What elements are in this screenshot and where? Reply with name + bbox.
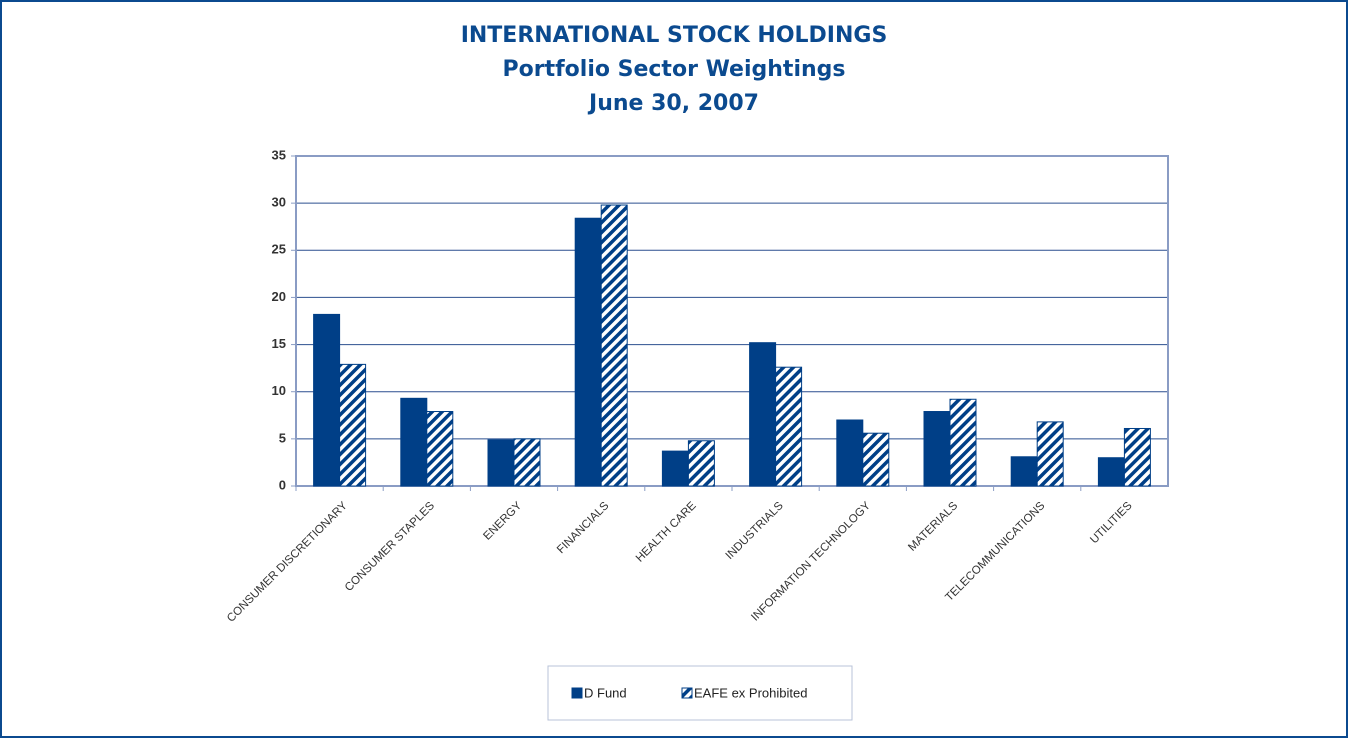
bar (574, 217, 602, 487)
bar (862, 432, 890, 487)
legend-swatch (681, 687, 693, 699)
legend-label: EAFE ex Prohibited (694, 685, 807, 700)
chart-subtitle: Portfolio Sector Weightings (502, 57, 845, 82)
x-tick-label: UTILITIES (1088, 500, 1135, 547)
bar (400, 397, 428, 487)
x-tick-label: MATERIALS (906, 500, 960, 554)
bar (1010, 456, 1038, 487)
y-tick-label: 35 (272, 147, 286, 162)
bar (749, 342, 777, 487)
legend-label: D Fund (584, 685, 627, 700)
bar (513, 438, 541, 487)
chart-subtitle: June 30, 2007 (587, 91, 759, 116)
y-tick-label: 0 (279, 477, 286, 492)
y-tick-label: 20 (272, 289, 286, 304)
x-tick-label: CONSUMER STAPLES (343, 500, 437, 594)
bar (1036, 421, 1064, 487)
legend-box (547, 665, 853, 721)
bar (339, 363, 367, 487)
bar (775, 366, 803, 487)
bar (426, 411, 454, 487)
chart-title: INTERNATIONAL STOCK HOLDINGS (461, 23, 888, 48)
x-tick-label: TELECOMMUNICATIONS (943, 500, 1047, 604)
x-tick-label: FINANCIALS (555, 500, 612, 557)
bar (1123, 427, 1151, 487)
bar (487, 439, 515, 487)
bar (949, 398, 977, 487)
y-tick-label: 15 (272, 336, 286, 351)
x-tick-label: INDUSTRIALS (724, 500, 786, 562)
legend-swatch (571, 687, 583, 699)
bar (923, 411, 951, 487)
bar (600, 204, 628, 487)
bar (1097, 457, 1125, 487)
x-tick-label: ENERGY (481, 500, 524, 543)
x-tick-label: CONSUMER DISCRETIONARY (225, 500, 350, 625)
bar (836, 419, 864, 487)
y-tick-label: 25 (272, 242, 286, 257)
y-tick-label: 10 (272, 383, 286, 398)
bar (313, 313, 341, 487)
bar (661, 450, 689, 487)
y-tick-label: 5 (279, 430, 286, 445)
bar (687, 440, 715, 487)
y-tick-label: 30 (272, 195, 286, 210)
x-tick-label: HEALTH CARE (634, 500, 699, 565)
